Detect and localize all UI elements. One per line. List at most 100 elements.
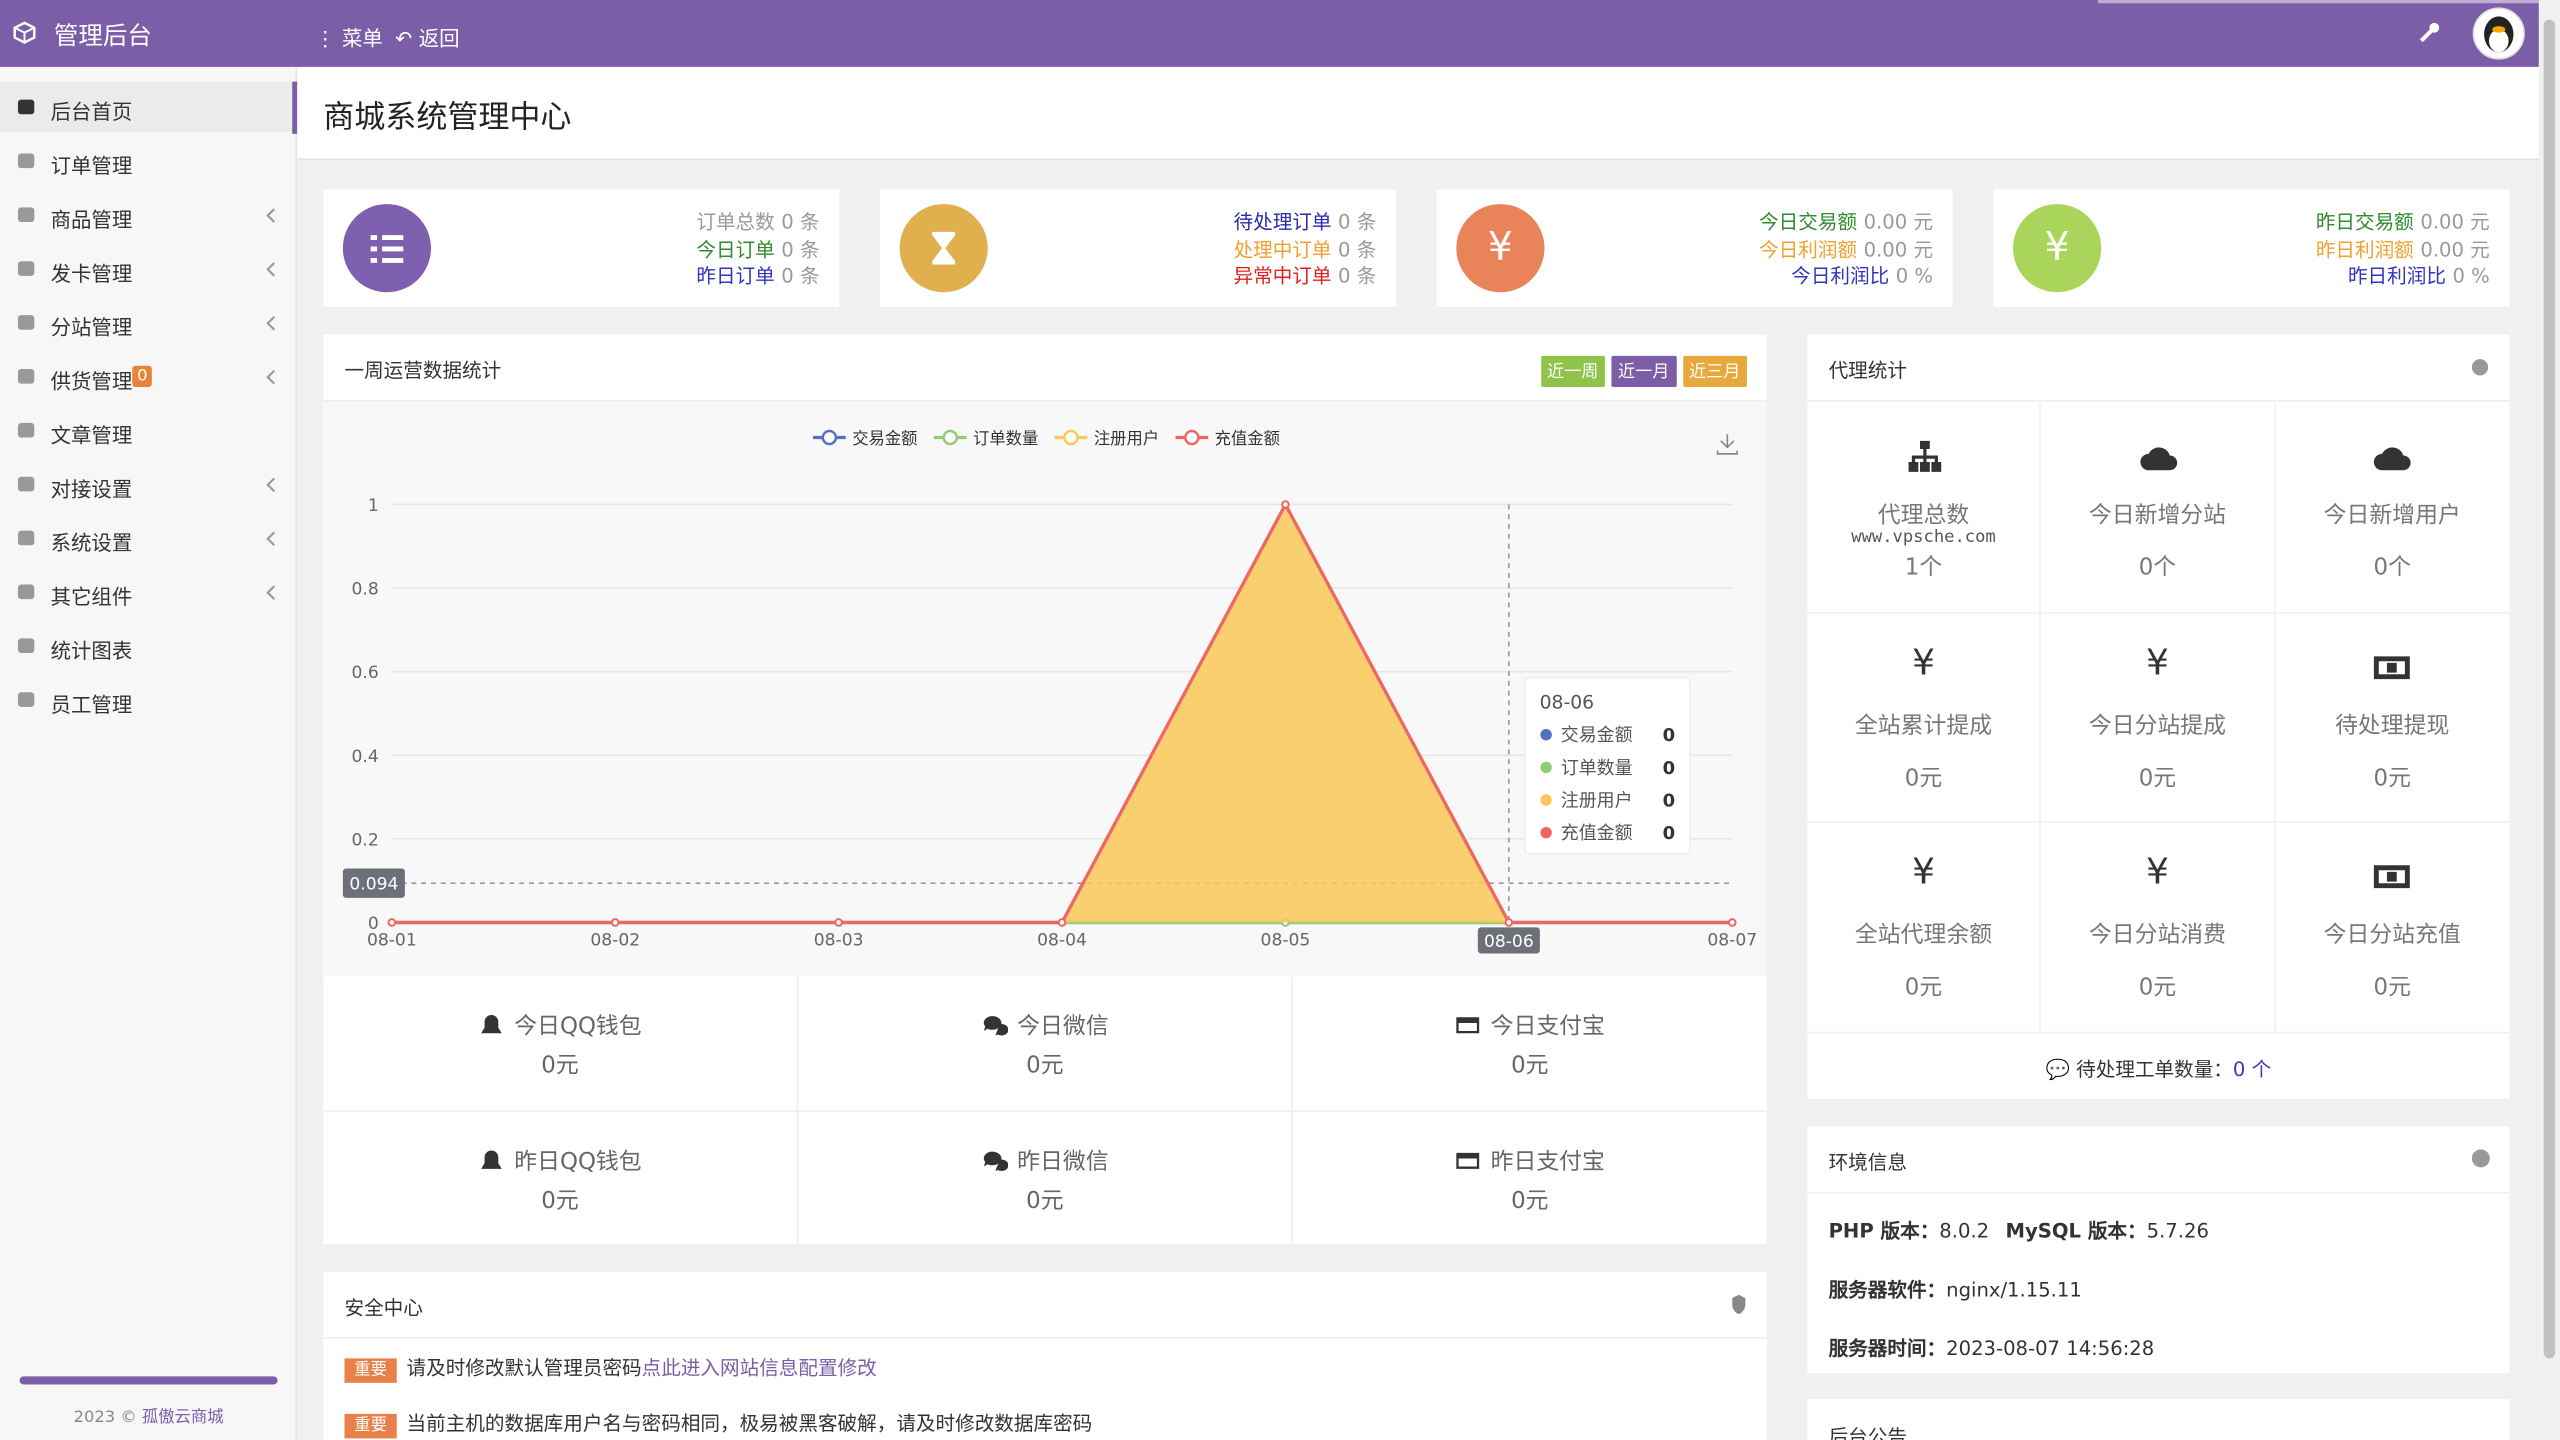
nav-item[interactable]: 对接设置 [0,459,294,510]
chevron [266,208,276,223]
agent-label: 今日分站消费 [2088,922,2227,949]
back-button[interactable]: ↶ 返回 [395,26,460,51]
x-tick-label: 08-07 [1707,930,1757,950]
range-button[interactable]: 近三月 [1682,355,1747,387]
payment-cell: 昨日微信 0元 [798,1110,1294,1245]
payment-head: 今日支付宝 [1293,1009,1766,1042]
nav-item[interactable]: 后台首页 [0,81,294,133]
legend-item[interactable]: 注册用户 [1054,429,1159,448]
nav-item[interactable]: 分站管理 [0,297,294,348]
env-panel: 环境信息 PHP 版本：8.0.2 MySQL 版本：5.7.26 服务器软件：ng… [1807,1126,2510,1374]
info-icon [2471,1149,2490,1168]
nav-icon [17,584,35,600]
agent-label: 全站代理余额 [1854,922,1993,949]
icon-shape [1456,1152,1480,1169]
range-button[interactable]: 近一周 [1540,355,1605,387]
stat-label: 待处理订单 [1233,210,1332,234]
wrench-icon[interactable] [2418,21,2441,44]
icon-shape [983,1151,1002,1167]
avatar[interactable] [2472,7,2526,61]
stat-value: 0 条 [1338,264,1377,288]
tooltip: 08-06 交易金额 0 订单数量 0 注册用户 0 充值金额 0 [1524,676,1691,855]
env-value: 2023-08-07 14:56:28 [1946,1337,2155,1360]
copyright: 2023 © [73,1408,142,1427]
nav-item[interactable]: 订单管理 [0,136,294,187]
payment-cell: 今日QQ钱包 0元 [323,976,799,1111]
range-button[interactable]: 近一月 [1611,355,1676,387]
env-key: 服务器软件： [1828,1278,1947,1302]
stat-value: 0.00 元 [1863,210,1934,234]
icon [983,1151,1009,1172]
y-tick-label: 0.8 [352,580,379,600]
nav-item[interactable]: 员工管理 [0,674,294,725]
payment-value: 0元 [1026,1053,1064,1080]
stat-icon: ¥ [2013,204,2102,293]
stat-value: 0 条 [781,210,820,234]
nav-item[interactable]: 文章管理 [0,405,294,456]
icon-shape [2140,447,2177,471]
nav-item[interactable]: 发卡管理 [0,243,294,294]
stat-line: 处理中订单 0 条 [1234,234,1377,262]
env-key: MySQL 版本： [2005,1219,2147,1243]
agent-panel: 代理统计 💬 待处理工单数量：0 个 代理总数 1个 www.vpsche.com 今… [1807,334,2510,1099]
nav-label: 统计图表 [50,638,133,663]
nav-label: 供货管理 [50,368,133,394]
stat-line: 今日利润比 0 % [1791,261,1933,289]
submenu-arrow [266,531,276,547]
download-icon[interactable] [1716,434,1738,455]
nav-item[interactable]: 系统设置 [0,513,294,564]
panel-dot[interactable] [2471,359,2489,376]
nav-label: 系统设置 [50,530,133,556]
watermark: www.vpsche.com [1807,527,2040,547]
panel-title: 安全中心 [344,1296,423,1320]
range-buttons: 近一周 近一月 近三月 [1540,355,1747,387]
nav-item[interactable]: 其它组件 [0,567,294,618]
scroll-thumb[interactable] [2543,19,2556,1359]
tag: 重要 [344,1413,397,1439]
nav-item[interactable]: 统计图表 [0,620,294,671]
stat-value: 0.00 元 [2420,210,2490,234]
env-value: 8.0.2 [1939,1219,1990,1243]
stat-value: 0 % [2452,264,2490,288]
stat-label: 今日订单 [696,237,775,261]
stat-label: 今日利润比 [1791,264,1890,288]
stat-line: 异常中订单 0 条 [1234,261,1377,289]
tag: 重要 [344,1358,397,1383]
icon [1907,440,1941,472]
stat-label: 昨日利润额 [2315,237,2414,261]
legend-item[interactable]: 充值金额 [1175,429,1280,448]
payment-label: 昨日支付宝 [1490,1149,1605,1176]
pointer-label-bg [342,868,405,898]
footer-link[interactable]: 孤傲云商城 [141,1408,224,1427]
nav-label: 订单管理 [50,153,133,178]
payment-head: 昨日支付宝 [1293,1144,1766,1177]
stat-card: ¥ 今日交易额 0.00 元今日利润额 0.00 元今日利润比 0 % [1436,189,1953,307]
nav-item[interactable]: 供货管理 0 [0,351,294,402]
tooltip-dot [1540,728,1552,741]
submenu-arrow [266,369,276,385]
submenu-arrow [266,315,276,331]
chevron [266,315,276,331]
nav-item[interactable]: 商品管理 [0,189,294,240]
payment-value: 0元 [1026,1188,1064,1215]
icon-shape [1907,462,1941,472]
legend-item[interactable]: 订单数量 [933,429,1038,448]
payment-value: 0元 [1511,1053,1549,1080]
scrollbar[interactable] [2538,0,2560,1440]
nav-icon [17,422,35,438]
panel-title: 后台公告 [1828,1425,1907,1440]
icon [481,1015,502,1034]
agent-value: 0元 [1904,764,1943,792]
tooltip-title: 08-06 [1540,693,1595,714]
agent-cell: ¥ 今日分站提成 0元 [2041,613,2276,823]
agent-value: 0个 [2373,555,2411,582]
submenu-arrow [266,262,276,277]
legend-item[interactable]: 交易金额 [813,429,918,448]
nav-label: 文章管理 [50,422,133,448]
sidebar-bar [19,1376,278,1385]
icon [2374,447,2411,471]
menu-button[interactable]: ⋮ 菜单 [315,26,383,51]
stat-label: 昨日订单 [696,264,775,288]
security-link[interactable]: 点此进入网站信息配置修改 [641,1356,877,1380]
